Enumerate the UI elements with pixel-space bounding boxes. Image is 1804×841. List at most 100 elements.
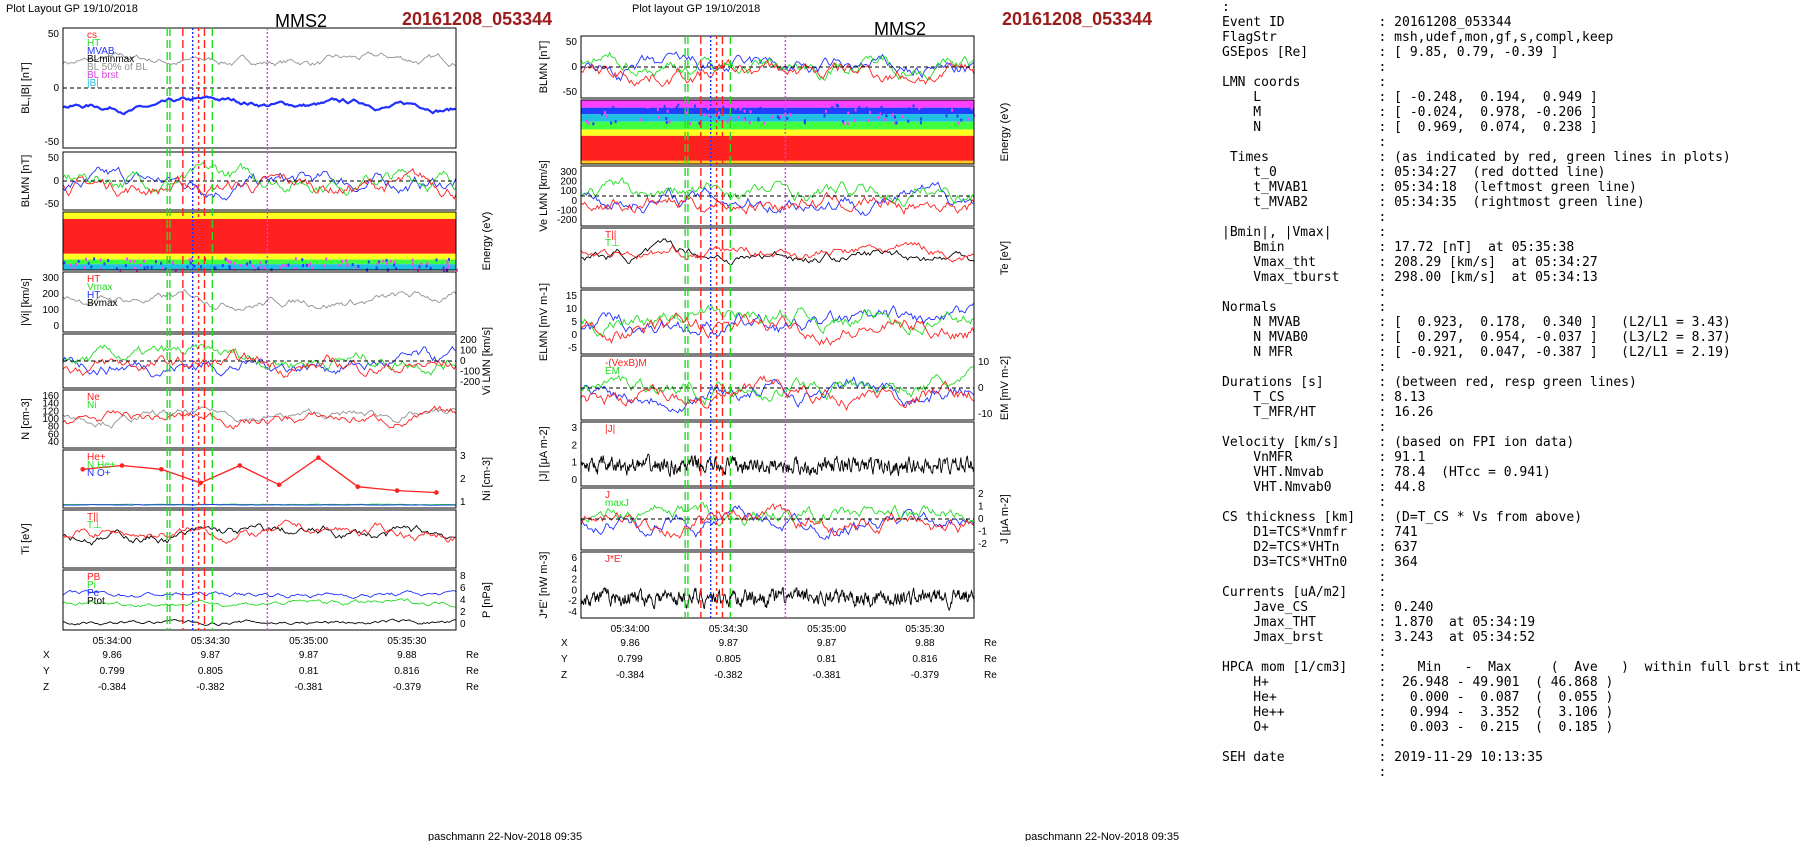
left-panel-Ni_hpca: 3 2 1 He+N He+N O+ Ni [cm-3] [62,449,493,509]
position-value: -0.379 [393,682,422,693]
left-N-trace-1 [62,405,457,430]
info-line: Jave_CS : 0.240 [1222,600,1434,615]
left-BL_B-legend-5: BL brst [87,70,119,81]
left-spectrogram-speck [323,264,326,268]
left-spectrogram-speck [100,267,103,271]
position-value: -0.384 [616,670,645,681]
left-P-ytick-1: 6 [460,583,466,594]
left-N-ytick-5: 60 [48,429,60,440]
info-line: T_MFR/HT : 16.26 [1222,405,1434,420]
right-spectrogram-speck [971,104,974,108]
left-spectrogram-speck [75,263,78,266]
left-Vi-legend-2: HT [87,290,100,301]
left-spectrogram-speck [354,267,357,271]
left-spectrogram-speck [129,259,132,263]
left-spectrogram-speck [193,264,196,268]
left-spectrogram-speck [190,257,193,261]
right-spectrogram-speck [786,117,789,120]
right-spectrogram-speck [957,121,960,125]
right-VeLMN-ytick-1: 200 [560,177,577,188]
right-spectrogram-speck [608,108,611,112]
right-ELMN-frame [580,289,975,355]
right-J-ytick-2: 1 [571,458,577,469]
left-spectrogram-speck [221,264,224,268]
position-value: 0.81 [299,666,319,677]
left-spectrogram-speck [224,257,227,261]
right-Te-ylabel: Te [eV] [999,241,1011,275]
right-spectrogram-speck [757,109,760,113]
left-Vi-ytick-3: 0 [53,321,59,332]
left-N-ytick-0: 160 [42,391,59,402]
right-spectrogram-speck [853,119,856,122]
right-spectrogram-speck [743,118,746,122]
info-line: Bmin : 17.72 [nT] at 05:35:38 [1222,240,1575,255]
right-spectrogram-speck [865,106,868,110]
left-ion_spec-ylabel: Energy (eV) [481,212,493,271]
left-N-legend-0: Ne [87,392,100,403]
left-Vi-ytick-0: 300 [42,273,59,284]
right-spectrogram-speck [876,116,879,120]
right-J-ytick-0: 3 [571,423,577,434]
right-spectrogram-speck [884,118,887,122]
left-spectrogram-speck [233,261,236,265]
right-panel-J: 3 2 1 0 |J| |J| [μA m-2] [538,421,975,487]
right-spectrogram-speck [735,109,738,113]
info-line: : [1222,210,1387,225]
right-spectrogram-speck [951,108,953,112]
position-value: 0.799 [100,666,125,677]
right-spectrogram-speck [689,122,692,126]
right-spectrogram-speck [842,120,845,124]
right-spectrogram-speck [956,114,959,118]
info-line: LMN coords : [1222,75,1387,90]
info-line: D1=TCS*Vnmfr : 741 [1222,525,1418,540]
right-spectrogram-speck [894,115,896,119]
left-spectrogram-speck [284,264,287,268]
right-spectrogram-speck [780,114,783,118]
right-EM-trace-0 [580,376,975,414]
left-spectrogram-speck [63,261,66,265]
right-spectrogram-speck [707,107,710,110]
position-row-label-Z: Z [43,682,49,693]
left-spectrogram-speck [301,258,304,262]
left-Ti-ylabel: Ti [eV] [20,523,32,554]
right-panel-BLMN: 50 0 -50 BLMN [nT] [538,35,975,99]
left-spectrogram-speck [251,264,254,268]
right-BLMN-ylabel: BLMN [nT] [538,41,550,94]
right-spectrogram-speck [592,122,595,126]
left-Ti-legend-1: T⊥ [87,520,102,531]
position-value: -0.379 [911,670,940,681]
info-line: t_MVAB2 : 05:34:35 (rightmost green line… [1222,195,1645,210]
right-spectrogram-speck [867,118,870,122]
right-spectrogram-speck [734,107,737,111]
right-spectrogram-speck [919,121,922,125]
left-spectrogram-speck [307,264,310,268]
info-line: D2=TCS*VHTn : 637 [1222,540,1418,555]
position-row-label-X: X [43,650,50,661]
position-value: 0.799 [618,654,643,665]
right-spectrogram-speck [614,120,617,124]
info-line: T_CS : 8.13 [1222,390,1426,405]
info-line: Jmax_THT : 1.870 at 05:34:19 [1222,615,1536,630]
info-line: N : [ 0.969, 0.074, 0.238 ] [1222,120,1598,135]
right-JLMN-ylabel: J [μA m-2] [999,494,1011,544]
right-spectrogram-speck [803,121,806,125]
left-N-ylabel: N [cm-3] [20,398,32,440]
left-spectrogram-speck [172,261,175,265]
left-spectrogram-band-0 [63,212,456,219]
left-BL_B-legend-2: MVAB [87,46,115,57]
right-JE-ytick-0: 6 [571,553,577,564]
right-spectrogram-speck [970,107,973,110]
left-spectrogram-speck [265,260,268,264]
left-N-ytick-2: 120 [42,406,59,417]
position-value: -0.381 [812,670,841,681]
right-spectrogram-speck [847,111,850,115]
right-spectrogram-band-3 [581,121,974,130]
right-spectrogram-speck [646,109,649,113]
left-Vi-ytick-2: 100 [42,305,59,316]
info-line: M : [ -0.024, 0.978, -0.206 ] [1222,105,1598,120]
right-JE-frame [580,551,975,619]
left-P-trace-1 [62,598,457,608]
right-JLMN-trace-0 [580,504,975,540]
right-J-trace-0 [580,453,975,477]
left-Vi-legend-0: HT [87,274,100,285]
